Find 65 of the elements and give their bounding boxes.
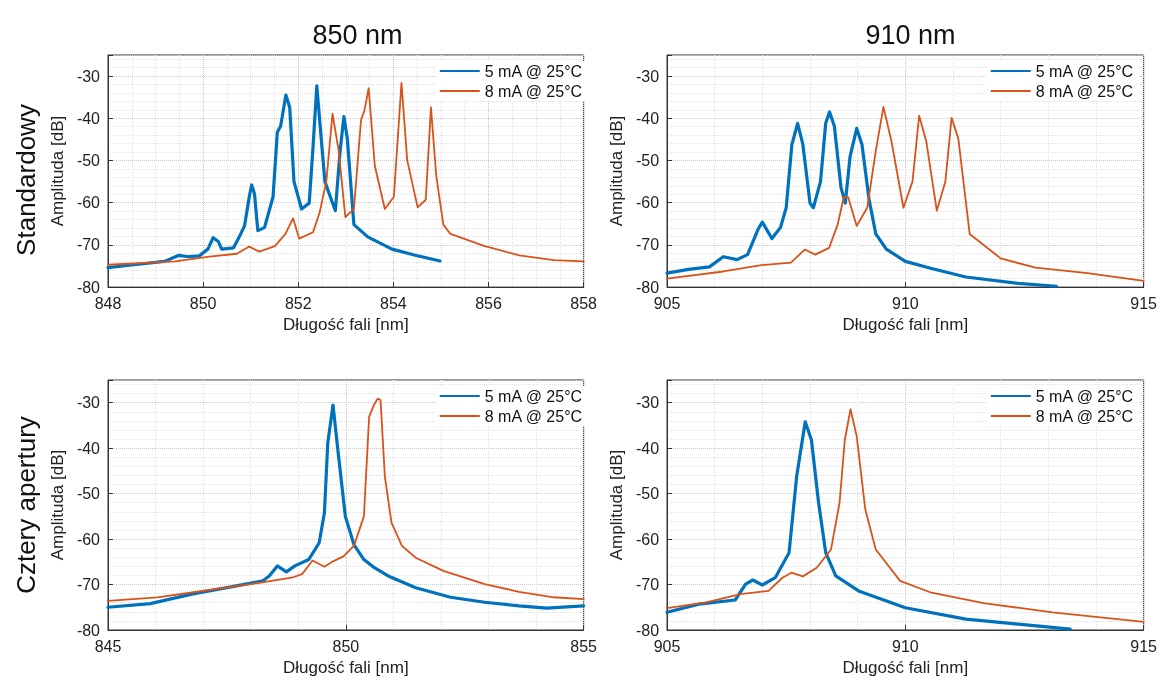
y-tick-label: -50 bbox=[76, 485, 101, 503]
line-series bbox=[665, 420, 1072, 631]
legend-label: 5 mA @ 25°C bbox=[1035, 62, 1134, 80]
y-tick-label: -30 bbox=[635, 67, 660, 85]
y-tick-label: -50 bbox=[76, 152, 101, 169]
y-tick-label: -70 bbox=[635, 236, 660, 254]
x-tick-label: 905 bbox=[653, 294, 681, 312]
x-tick-label: 858 bbox=[570, 294, 598, 312]
y-tick-label: -50 bbox=[635, 485, 660, 503]
x-tick-label: 910 bbox=[891, 294, 919, 312]
x-tick-label: 855 bbox=[570, 637, 598, 655]
x-tick-label: 856 bbox=[475, 294, 502, 312]
y-tick-label: -30 bbox=[635, 394, 660, 412]
x-tick-label: 910 bbox=[891, 637, 919, 655]
y-tick-label: -80 bbox=[635, 278, 660, 296]
legend-label: 5 mA @ 25°C bbox=[1035, 387, 1134, 405]
legend-label: 8 mA @ 25°C bbox=[1035, 82, 1134, 100]
chart-title: 850 nm bbox=[312, 19, 403, 50]
x-axis-title: Długość fali [nm] bbox=[842, 657, 969, 677]
line-series bbox=[107, 81, 585, 266]
legend-label: 8 mA @ 25°C bbox=[1035, 407, 1134, 425]
y-tick-label: -40 bbox=[635, 439, 660, 457]
text: Cztery apertury bbox=[11, 416, 41, 594]
y-tick-label: -30 bbox=[76, 67, 101, 85]
y-axis-title: Amplituda [dB] bbox=[607, 449, 626, 561]
y-tick-label: -80 bbox=[635, 621, 660, 639]
y-tick-label: -80 bbox=[76, 278, 101, 296]
y-axis-title: Amplituda [dB] bbox=[47, 115, 67, 227]
y-tick-label: -30 bbox=[76, 394, 101, 412]
x-tick-label: 915 bbox=[1130, 294, 1158, 312]
y-axis-title: Amplituda [dB] bbox=[607, 115, 626, 227]
line-series bbox=[666, 106, 1145, 282]
y-tick-label: -80 bbox=[76, 621, 101, 639]
legend-label: 8 mA @ 25°C bbox=[484, 82, 583, 100]
y-tick-label: -70 bbox=[76, 236, 101, 254]
y-tick-label: -60 bbox=[635, 530, 660, 548]
chart-title: 910 nm bbox=[865, 19, 956, 50]
x-tick-label: 852 bbox=[284, 294, 312, 312]
y-tick-label: -40 bbox=[76, 109, 101, 127]
y-tick-label: -60 bbox=[635, 194, 660, 212]
x-tick-label: 915 bbox=[1130, 637, 1158, 655]
line-series bbox=[106, 84, 442, 270]
y-tick-label: -70 bbox=[635, 576, 660, 594]
x-axis-title: Długość fali [nm] bbox=[282, 315, 409, 334]
x-axis-title: Długość fali [nm] bbox=[282, 657, 409, 677]
legend-label: 5 mA @ 25°C bbox=[484, 62, 583, 80]
y-tick-label: -50 bbox=[635, 152, 660, 169]
x-tick-label: 854 bbox=[380, 294, 407, 312]
y-tick-label: -70 bbox=[76, 576, 101, 594]
line-series bbox=[665, 110, 1059, 288]
y-tick-label: -40 bbox=[635, 109, 660, 127]
y-tick-label: -60 bbox=[76, 530, 101, 548]
x-tick-label: 905 bbox=[653, 637, 681, 655]
legend-label: 5 mA @ 25°C bbox=[484, 387, 583, 405]
x-tick-label: 850 bbox=[189, 294, 217, 312]
x-tick-label: 850 bbox=[332, 637, 360, 655]
y-axis-title: Amplituda [dB] bbox=[47, 449, 67, 561]
x-tick-label: 845 bbox=[94, 637, 122, 655]
y-tick-label: -60 bbox=[76, 194, 101, 212]
x-axis-title: Długość fali [nm] bbox=[842, 315, 969, 334]
x-tick-label: 848 bbox=[94, 294, 122, 312]
line-series bbox=[666, 408, 1145, 623]
text: Standardowy bbox=[11, 104, 41, 256]
y-tick-label: -40 bbox=[76, 439, 101, 457]
legend-label: 8 mA @ 25°C bbox=[484, 407, 583, 425]
